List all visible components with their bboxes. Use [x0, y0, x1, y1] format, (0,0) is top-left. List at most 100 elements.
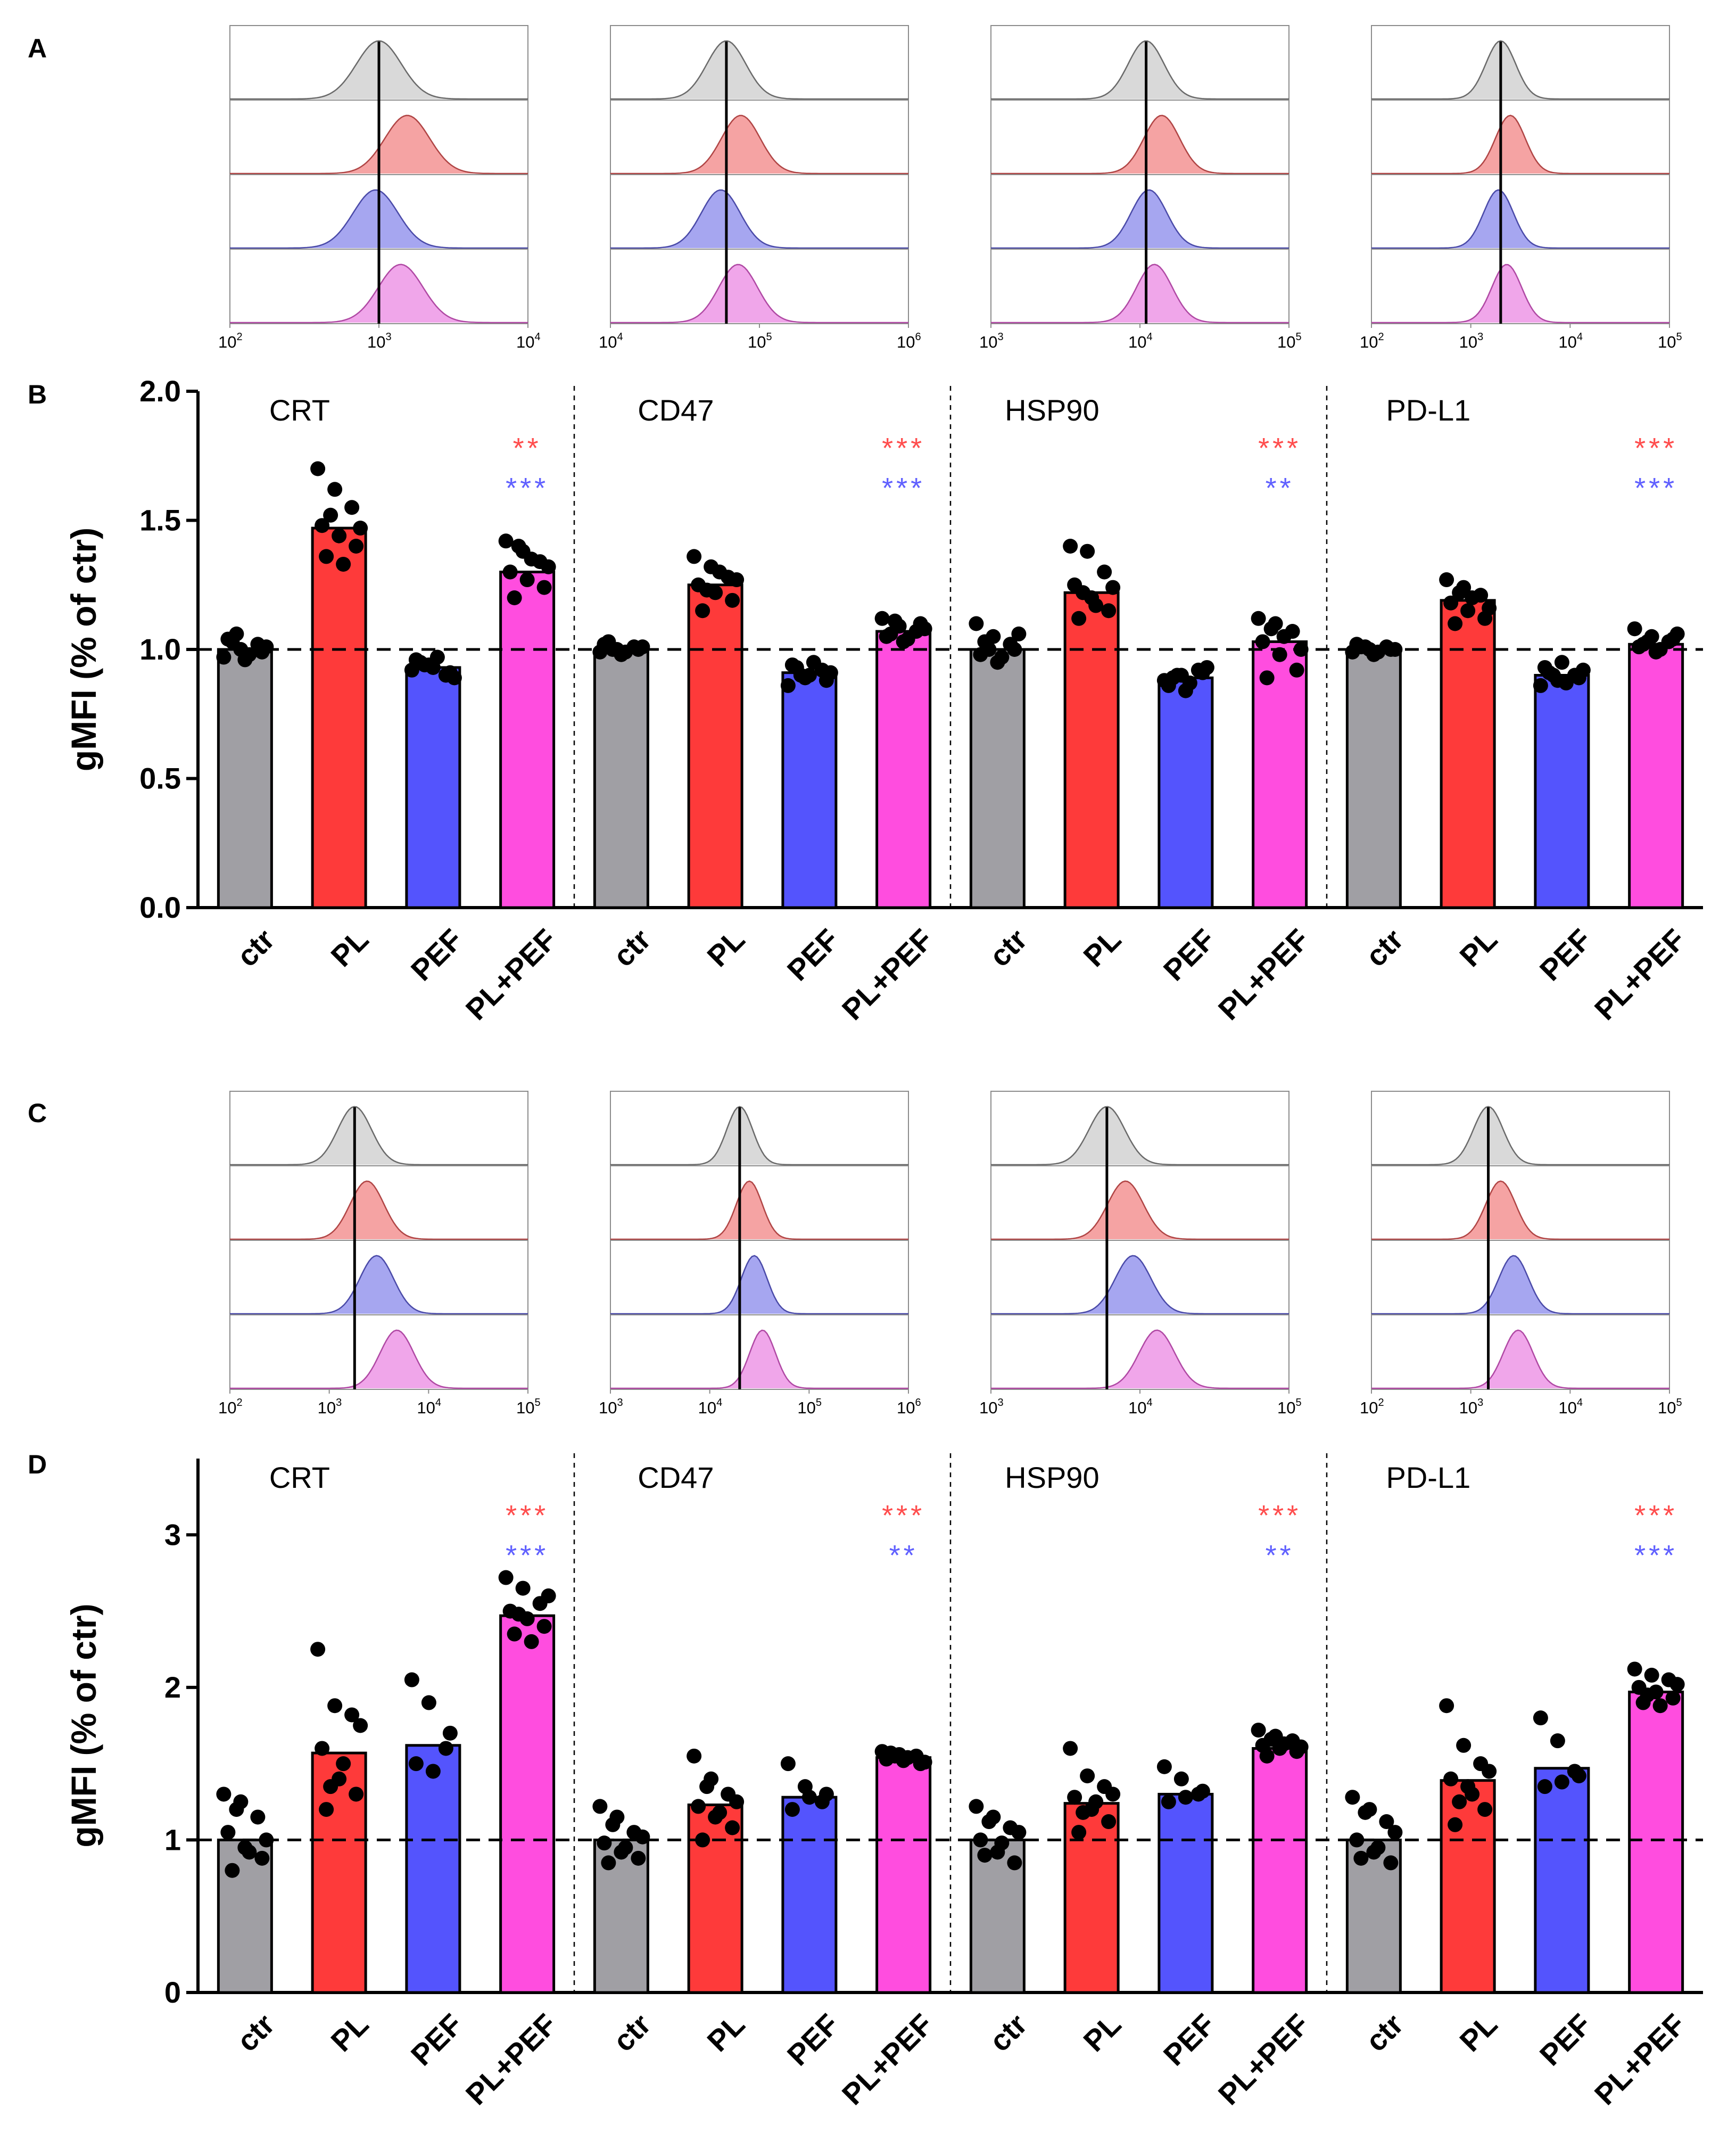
significance-vs-pef: *** [1634, 1539, 1677, 1571]
data-point [1071, 1825, 1087, 1840]
category-label: PL [700, 2007, 751, 2058]
data-point [969, 616, 984, 631]
histogram-fill-pl [230, 1181, 528, 1239]
significance-vs-pef: ** [1266, 472, 1294, 504]
category-label: PL [1077, 923, 1127, 973]
data-point [502, 564, 518, 580]
data-point [712, 564, 728, 580]
histogram-trace-pl [1371, 1180, 1669, 1240]
data-point [887, 613, 903, 629]
significance-vs-pl: ** [513, 432, 542, 464]
group-title: CRT [269, 1461, 330, 1494]
histogram-cd47: 104 105 106 [599, 25, 921, 351]
histogram-trace-pl+pef [610, 264, 908, 324]
significance-vs-pef: ** [1266, 1539, 1294, 1571]
axis-tick-label: 105 [1658, 331, 1682, 351]
data-point [635, 639, 650, 655]
category-label: ctr [983, 923, 1034, 973]
data-point [225, 1863, 240, 1878]
data-point [1460, 603, 1476, 619]
group-title: CD47 [638, 393, 714, 427]
axis-tick-label: 105 [1658, 1397, 1682, 1417]
data-point [618, 644, 633, 660]
category-label: PL [700, 923, 751, 973]
bar-ctr [969, 648, 1026, 909]
data-point [1627, 1661, 1642, 1677]
data-point [981, 1814, 997, 1830]
data-point [254, 1850, 270, 1866]
data-point [1452, 1794, 1467, 1809]
data-point [1652, 1698, 1668, 1714]
data-point [1370, 1840, 1386, 1855]
data-point [1448, 616, 1463, 631]
data-point [336, 1756, 351, 1772]
data-point [408, 1756, 424, 1772]
category-label: PEF [404, 923, 469, 987]
data-point [1669, 626, 1685, 641]
data-point [498, 1570, 514, 1585]
data-point [1097, 564, 1112, 580]
data-point [541, 1588, 556, 1603]
significance-vs-pef: *** [506, 1539, 549, 1571]
data-point [353, 521, 368, 536]
data-point [917, 1755, 932, 1770]
histogram-trace-pl+pef [1371, 1329, 1669, 1389]
data-point [1071, 611, 1087, 626]
category-label: PL [1453, 2007, 1503, 2058]
bar-pef [781, 671, 838, 909]
bar-ctr [217, 648, 273, 909]
data-point [536, 1619, 552, 1634]
bar-pef [405, 666, 461, 909]
histogram-fill-pl [610, 1181, 908, 1239]
significance-vs-pl: *** [882, 1500, 925, 1532]
data-point [507, 590, 522, 605]
data-point [1644, 1667, 1659, 1683]
category-label: PL+PEF [459, 923, 563, 1026]
histogram-trace-pef [1371, 189, 1669, 249]
bar-ctr [593, 648, 649, 909]
bar-pef [1158, 1792, 1214, 1994]
histogram-trace-pl+pef [230, 1329, 528, 1389]
histogram-trace-pl [991, 114, 1289, 175]
data-point [310, 461, 326, 476]
data-point [1156, 1759, 1172, 1774]
data-point [1537, 1779, 1552, 1794]
category-label: PL+PEF [836, 923, 939, 1026]
significance-vs-pl: *** [1634, 432, 1677, 464]
histogram-fill-pef [610, 1255, 908, 1314]
histogram-trace-pl+pef [610, 1329, 908, 1389]
bar-pl [687, 583, 743, 909]
data-point [729, 572, 745, 588]
axis-tick-label: 102 [1360, 331, 1384, 351]
axis-tick-label: 103 [1459, 331, 1484, 351]
data-point [524, 1634, 539, 1649]
histogram-fill-ctr [1371, 40, 1669, 99]
category-label: PL+PEF [1588, 923, 1692, 1026]
data-point [1456, 1738, 1472, 1753]
histogram-trace-ctr [991, 40, 1289, 100]
bar-pl [311, 526, 367, 909]
y-tick-label: 1 [164, 1823, 181, 1856]
data-point [900, 631, 915, 647]
data-point [323, 507, 338, 523]
category-label: ctr [1359, 923, 1410, 973]
data-point [729, 1794, 745, 1809]
histogram-fill-pef [1371, 190, 1669, 248]
category-label: ctr [230, 923, 281, 973]
bar-ctr [1345, 648, 1402, 909]
data-point [1370, 644, 1386, 660]
data-point [725, 1820, 740, 1835]
data-point [1558, 676, 1574, 691]
data-point [780, 678, 796, 693]
category-label: PL+PEF [1212, 923, 1316, 1026]
data-point [1640, 634, 1655, 649]
group-title: CD47 [638, 1461, 714, 1494]
data-point [1465, 590, 1480, 605]
data-point [1259, 1748, 1275, 1764]
histogram-hsp90: 103 104 105 [979, 25, 1302, 351]
y-tick-label: 0.0 [139, 891, 181, 924]
